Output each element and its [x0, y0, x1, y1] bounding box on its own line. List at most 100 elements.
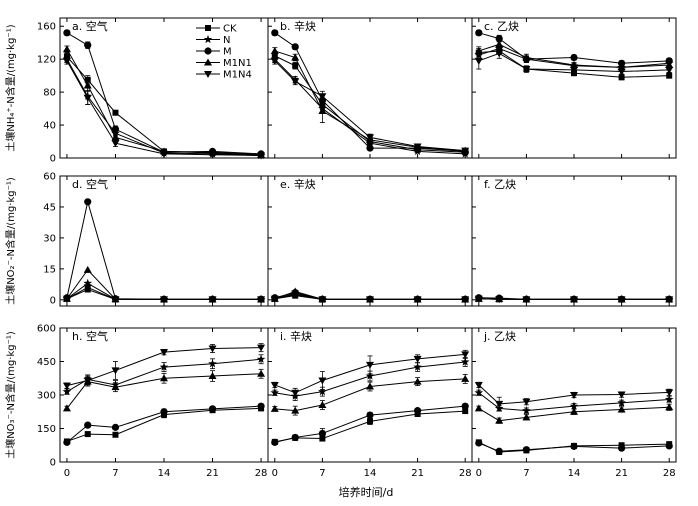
- panel-title: d. 空气: [72, 177, 108, 191]
- series-M: [475, 29, 673, 67]
- series-line: [274, 293, 466, 300]
- panel-title: b. 辛炔: [280, 19, 316, 33]
- legend-label: M1N4: [223, 70, 252, 81]
- data-point: [413, 377, 422, 385]
- panel-title: e. 辛炔: [280, 177, 316, 191]
- series-line: [66, 373, 262, 409]
- data-point: [83, 278, 93, 287]
- data-point: [365, 371, 375, 380]
- panel-title: j. 乙炔: [483, 330, 516, 343]
- panel-j: j. 乙炔 0 7 14 21 28: [471, 327, 677, 479]
- y-tick-label: 450: [37, 357, 56, 368]
- data-point: [84, 76, 91, 83]
- data-point: [495, 34, 503, 43]
- data-point: [462, 408, 469, 415]
- series-M1N4: [474, 48, 674, 76]
- panels-group: a. 空气 0 40 80 120 160 b. 辛炔 c. 乙炔 d. 空气 0 15 30 45 60…: [37, 17, 677, 479]
- data-point: [522, 66, 531, 74]
- x-tick-label: 7: [523, 468, 529, 479]
- data-point: [257, 369, 266, 377]
- series-M1N4: [270, 290, 470, 304]
- data-point: [83, 94, 92, 102]
- data-point: [257, 152, 266, 160]
- data-point: [522, 398, 531, 406]
- series-M1N4: [62, 343, 266, 390]
- data-point: [291, 78, 300, 86]
- y-axis-labels: 土壤NH₄⁺-N含量/(mg·kg⁻¹) 土壤NO₂⁻-N含量/(mg·kg⁻¹)…: [4, 24, 17, 459]
- data-point: [208, 359, 217, 368]
- legend-label: CK: [223, 24, 237, 35]
- data-point: [461, 351, 470, 359]
- data-point: [318, 107, 327, 115]
- data-point: [62, 57, 71, 65]
- data-point: [270, 46, 279, 54]
- y-tick-label: 40: [43, 121, 56, 132]
- series-M: [63, 29, 265, 158]
- panel-f: f. 乙炔: [471, 175, 677, 307]
- data-point: [495, 400, 504, 408]
- x-tick-label: 14: [158, 468, 171, 479]
- data-point: [83, 265, 92, 273]
- data-point: [569, 401, 579, 410]
- series-line: [478, 384, 670, 405]
- data-point: [208, 296, 217, 304]
- legend-entry-M1N1: M1N1: [196, 58, 252, 69]
- data-point: [460, 357, 470, 366]
- series-M: [475, 439, 673, 455]
- series-M1N4: [270, 349, 470, 398]
- y-tick-label: 30: [43, 233, 56, 244]
- data-point: [570, 442, 578, 450]
- data-point: [208, 345, 217, 353]
- data-point: [112, 431, 119, 438]
- data-point: [111, 367, 120, 375]
- data-point: [62, 387, 72, 396]
- data-point: [495, 50, 504, 58]
- panel-h: h. 空气 0 7 14 21 28 0 150 300 450 600: [37, 324, 269, 479]
- data-point: [291, 389, 300, 397]
- legend-marker: [204, 47, 212, 55]
- data-point: [257, 402, 265, 410]
- data-point: [160, 349, 168, 357]
- data-point: [664, 394, 674, 404]
- y-tick-label: 0: [50, 458, 56, 469]
- data-point: [62, 382, 71, 390]
- data-point: [111, 383, 120, 391]
- legend-marker: [205, 25, 211, 31]
- data-point: [665, 389, 674, 397]
- data-point: [318, 429, 326, 438]
- series-line: [274, 361, 466, 397]
- series-line: [478, 392, 670, 412]
- series-line: [478, 298, 670, 300]
- series-line: [66, 347, 262, 387]
- data-point: [111, 133, 120, 141]
- panel-title: c. 乙炔: [484, 20, 519, 33]
- legend-label: M1N1: [223, 58, 252, 69]
- data-point: [413, 143, 422, 151]
- data-point: [160, 408, 168, 416]
- legend-entry-M1N4: M1N4: [196, 70, 252, 81]
- series-line: [66, 60, 262, 157]
- series-line: [478, 43, 670, 68]
- data-point: [84, 421, 92, 429]
- data-point: [461, 147, 470, 155]
- data-point: [665, 403, 674, 411]
- series-line: [478, 442, 670, 452]
- data-point: [570, 66, 578, 74]
- data-point: [62, 45, 71, 53]
- legend-entry-M: M: [196, 47, 232, 58]
- data-point: [83, 284, 92, 292]
- data-point: [617, 405, 626, 413]
- series-line: [66, 58, 262, 157]
- x-tick-label: 14: [364, 468, 377, 479]
- data-point: [160, 150, 168, 158]
- panel-i: i. 辛炔 0 7 14 21 28: [267, 327, 473, 479]
- x-tick-label: 7: [112, 468, 118, 479]
- data-point: [474, 57, 483, 65]
- data-point: [474, 404, 483, 412]
- y-axis-label: 土壤NO₂⁻-N含量/(mg·kg⁻¹): [4, 177, 17, 305]
- data-point: [256, 354, 266, 363]
- y-tick-label: 160: [37, 22, 56, 33]
- data-point: [291, 406, 300, 414]
- data-point: [208, 405, 217, 413]
- panel-title: i. 辛炔: [280, 329, 312, 343]
